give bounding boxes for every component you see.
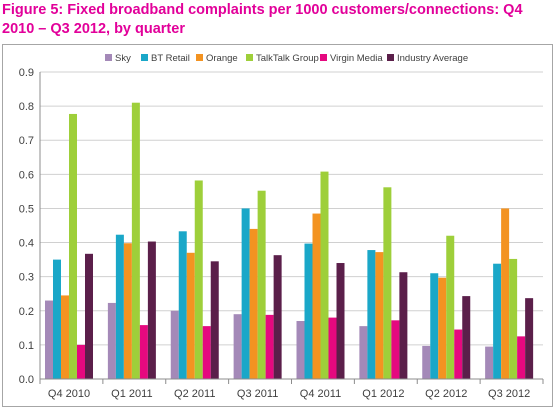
bar <box>430 273 439 379</box>
bar <box>241 208 250 379</box>
bar <box>186 252 195 379</box>
x-tick-label: Q1 2012 <box>362 388 404 400</box>
x-tick-label: Q2 2011 <box>174 388 215 400</box>
bar <box>202 326 211 379</box>
bar <box>69 113 77 379</box>
legend-swatch <box>196 54 203 61</box>
bar <box>320 171 329 379</box>
bar <box>383 187 392 379</box>
bars-group <box>45 102 534 379</box>
y-tick-label: 0.0 <box>19 374 34 386</box>
x-tick-label: Q4 2010 <box>48 388 90 400</box>
legend-swatch <box>320 54 327 61</box>
legend-label: BT Retail <box>151 53 190 64</box>
bar <box>257 190 266 379</box>
y-axis: 0.0 0.1 0.2 0.3 0.4 0.5 0.6 0.7 0.8 0.9 <box>19 67 41 386</box>
y-tick-label: 0.1 <box>19 340 34 352</box>
legend-swatch <box>141 54 148 61</box>
legend-label: Industry Average <box>397 53 468 64</box>
x-tick-label: Q2 2012 <box>425 388 467 400</box>
bar <box>422 345 431 379</box>
x-tick-label: Q3 2012 <box>488 388 530 400</box>
legend-swatch <box>105 54 112 61</box>
legend-label: TalkTalk Group <box>256 53 319 64</box>
bar <box>249 228 258 379</box>
bar <box>367 250 376 379</box>
y-tick-label: 0.5 <box>19 203 34 215</box>
bar <box>194 180 203 379</box>
bar <box>493 263 502 379</box>
bar <box>336 263 345 379</box>
bar <box>178 231 187 379</box>
bar <box>107 302 116 379</box>
bar <box>77 344 85 379</box>
bar <box>61 295 69 379</box>
y-tick-label: 0.9 <box>19 67 34 79</box>
y-tick-label: 0.2 <box>19 306 34 318</box>
y-tick-label: 0.3 <box>19 272 34 284</box>
bar-chart: 0.0 0.1 0.2 0.3 0.4 0.5 0.6 0.7 0.8 0.9 Q4 2010 Q1… <box>19 53 544 400</box>
y-tick-label: 0.7 <box>19 135 34 147</box>
bar <box>501 208 510 379</box>
legend-label: Virgin Media <box>330 53 383 64</box>
bar <box>438 277 447 379</box>
bar <box>304 243 313 379</box>
bar <box>391 320 400 379</box>
y-tick-label: 0.6 <box>19 169 34 181</box>
legend: Sky BT Retail Orange TalkTalk Group Virgin M… <box>105 53 468 64</box>
bar <box>265 314 274 379</box>
bar <box>359 326 368 379</box>
bar <box>462 296 471 379</box>
x-tick-label: Q3 2011 <box>237 388 278 400</box>
bar <box>233 314 242 379</box>
bar <box>312 213 321 379</box>
bar <box>485 346 494 379</box>
bar <box>139 325 148 379</box>
legend-swatch <box>387 54 394 61</box>
bar <box>45 300 53 379</box>
x-axis: Q4 2010 Q1 2011 Q2 2011 Q3 2011 Q4 2011 Q1 20… <box>39 378 544 400</box>
bar <box>53 259 61 379</box>
bar <box>517 336 526 379</box>
legend-swatch <box>246 54 253 61</box>
legend-label: Orange <box>206 53 238 64</box>
bar <box>147 241 156 379</box>
bar <box>273 255 282 379</box>
bar <box>509 258 518 379</box>
bar <box>210 261 219 379</box>
bar <box>525 298 534 379</box>
bar <box>328 317 337 379</box>
y-tick-label: 0.8 <box>19 101 34 113</box>
figure-title: Figure 5: Fixed broadband complaints per… <box>2 2 523 37</box>
bar <box>115 234 124 379</box>
bar <box>123 243 132 379</box>
bar <box>375 252 384 379</box>
x-tick-label: Q4 2011 <box>300 388 341 400</box>
bar <box>454 329 463 379</box>
bar <box>296 321 305 379</box>
bar <box>446 235 455 379</box>
bar <box>170 310 179 379</box>
x-tick-label: Q1 2011 <box>111 388 152 400</box>
legend-label: Sky <box>115 53 131 64</box>
bar <box>85 253 93 379</box>
y-tick-label: 0.4 <box>19 238 34 250</box>
bar <box>399 272 408 379</box>
bar <box>131 102 140 379</box>
chart-frame: 0.0 0.1 0.2 0.3 0.4 0.5 0.6 0.7 0.8 0.9 Q4 2010 Q1… <box>2 44 553 407</box>
